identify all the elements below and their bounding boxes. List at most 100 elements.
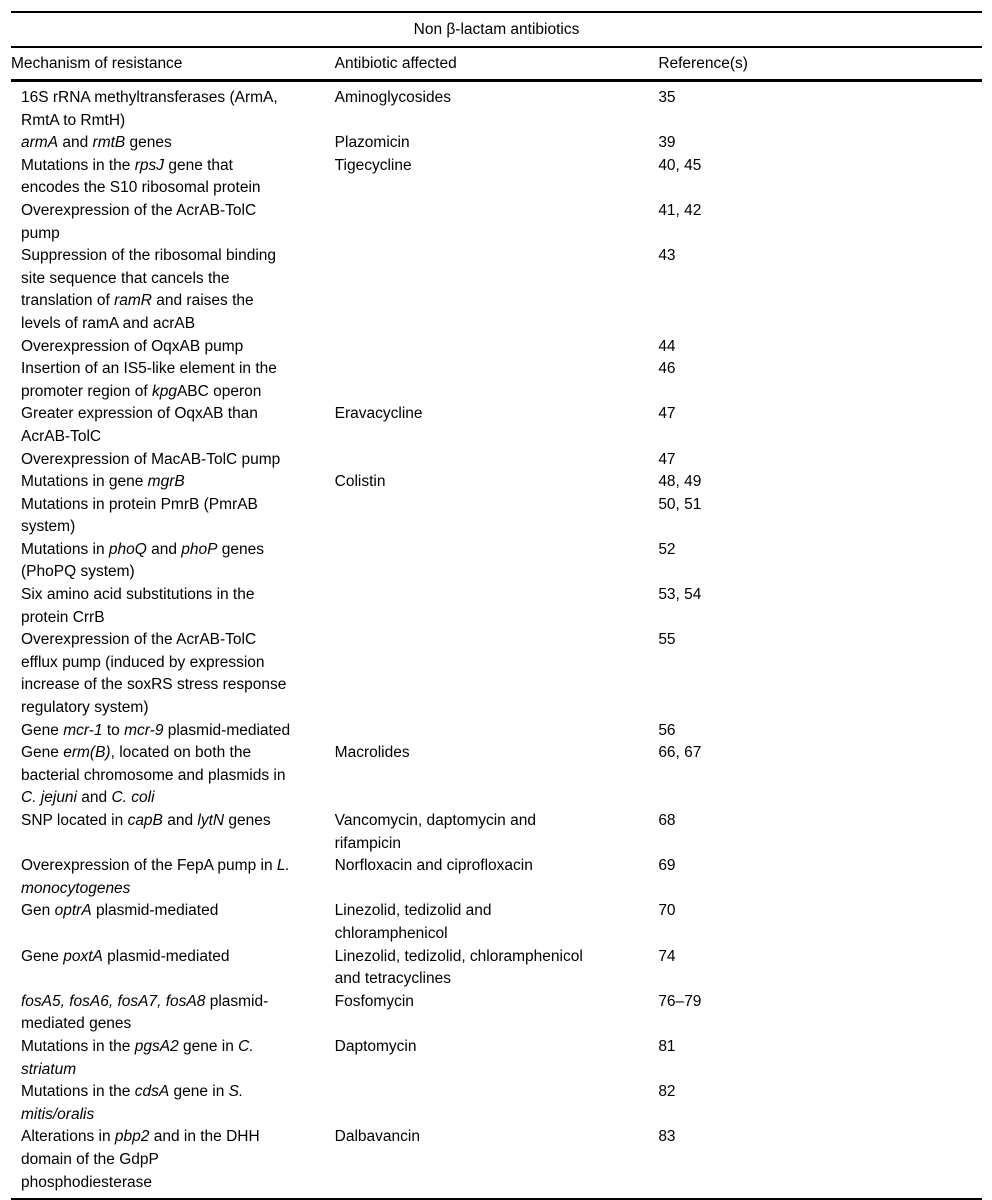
antibiotic-cell: Norfloxacin and ciprofloxacin	[334, 857, 533, 875]
gene-name-italic: erm(B)	[63, 744, 111, 762]
reference-cell: 76–79	[658, 992, 702, 1010]
mechanism-text: plasmid-mediated	[91, 902, 219, 920]
reference-cell: 50, 51	[658, 495, 702, 513]
antibiotic-cell: Linezolid, tedizolid, chloramphenicol an…	[334, 947, 583, 988]
table-row: Insertion of an IS5-like element in the …	[11, 358, 982, 403]
gene-name-italic: rpsJ	[134, 156, 165, 174]
gene-name-italic: pbp2	[114, 1128, 150, 1146]
mechanism-cell: Mutations in gene mgrB	[11, 471, 335, 494]
reference-cell: 66, 67	[658, 744, 702, 762]
table-row: Overexpression of the AcrAB-TolC efflux …	[11, 629, 982, 719]
mechanism-cell: SNP located in capB and lytN genes	[11, 810, 335, 855]
mechanism-text: Insertion of an IS5-like element in the …	[21, 360, 277, 400]
mechanism-text: Greater expression of OqxAB than AcrAB-T…	[21, 405, 258, 445]
antibiotic-cell: Fosfomycin	[334, 992, 414, 1010]
antibiotic-cell	[335, 449, 659, 472]
reference-cell: 44	[658, 337, 676, 355]
antibiotic-resistance-table: Non β-lactam antibiotics Mechanism of re…	[11, 11, 982, 1200]
antibiotic-cell	[335, 336, 659, 359]
mechanism-text: genes	[125, 134, 172, 152]
mechanism-cell: Insertion of an IS5-like element in the …	[11, 358, 335, 403]
reference-cell: 69	[658, 857, 676, 875]
antibiotic-cell	[335, 584, 659, 629]
table-row: Gene poxtA plasmid-mediated Linezolid, te…	[11, 946, 982, 991]
table-row: Six amino acid substitutions in the prot…	[11, 584, 982, 629]
table-row: Gen optrA plasmid-mediated Linezolid, ted…	[11, 900, 982, 945]
mechanism-cell: 16S rRNA methyltransferases (ArmA, RmtA …	[11, 81, 335, 133]
table-row: Gene erm(B), located on both the bacteri…	[11, 742, 982, 810]
reference-cell: 41, 42	[658, 201, 702, 219]
mechanism-text: and	[58, 134, 93, 152]
mechanism-cell: Overexpression of MacAB-TolC pump	[11, 449, 335, 472]
table-row: SNP located in capB and lytN genes Vancom…	[11, 810, 982, 855]
mechanism-text: gene in	[178, 1037, 239, 1055]
antibiotic-cell	[335, 720, 659, 743]
mechanism-text: Gene	[21, 947, 64, 965]
antibiotic-cell: Aminoglycosides	[334, 89, 451, 106]
gene-name-italic: capB	[127, 812, 163, 829]
table-row: Mutations in protein PmrB (PmrAB system)…	[11, 494, 982, 539]
gene-name-italic: mcr-9	[124, 721, 164, 739]
mechanism-text: 16S rRNA methyltransferases (ArmA, RmtA …	[21, 89, 278, 129]
table-row: fosA5, fosA6, fosA7, fosA8 plasmid-media…	[11, 991, 982, 1036]
antibiotic-cell	[335, 629, 659, 719]
mechanism-text: to	[102, 721, 125, 739]
table-head: Non β-lactam antibiotics Mechanism of re…	[11, 11, 982, 82]
table-row: armA and rmtB genes Plazomicin 39	[11, 132, 982, 155]
mechanism-cell: Suppression of the ribosomal binding sit…	[11, 245, 335, 335]
table-body: 16S rRNA methyltransferases (ArmA, RmtA …	[11, 81, 982, 1200]
gene-name-italic: ramR	[114, 292, 152, 310]
mechanism-text: and	[146, 540, 182, 558]
mechanism-text: Six amino acid substitutions in the prot…	[21, 586, 255, 626]
table-row: Overexpression of OqxAB pump 44	[11, 336, 982, 359]
table-row: Alterations in pbp2 and in the DHH domai…	[11, 1126, 982, 1199]
gene-name-italic: poxtA	[63, 947, 103, 965]
mechanism-cell: Gene erm(B), located on both the bacteri…	[11, 742, 335, 810]
gene-name-italic: phoQ	[108, 540, 147, 558]
mechanism-cell: Gene poxtA plasmid-mediated	[11, 946, 335, 991]
mechanism-text: Mutations in the	[21, 156, 135, 174]
antibiotic-cell: Linezolid, tedizolid and chloramphenicol	[334, 902, 492, 942]
table-row: 16S rRNA methyltransferases (ArmA, RmtA …	[11, 81, 982, 133]
reference-cell: 52	[658, 540, 676, 558]
table-row: Overexpression of the FepA pump in L. mo…	[11, 855, 982, 900]
mechanism-text: gene that encodes the S10 ribosomal prot…	[21, 156, 261, 197]
reference-cell: 47	[658, 405, 676, 423]
mechanism-cell: Greater expression of OqxAB than AcrAB-T…	[11, 403, 335, 448]
antibiotic-cell	[335, 358, 659, 403]
mechanism-text: Overexpression of MacAB-TolC pump	[21, 450, 281, 468]
antibiotic-cell: Vancomycin, daptomycin and rifampicin	[334, 812, 536, 852]
gene-name-italic: pgsA2	[134, 1037, 179, 1055]
mechanism-cell: Overexpression of OqxAB pump	[11, 336, 335, 359]
mechanism-cell: Six amino acid substitutions in the prot…	[11, 584, 335, 629]
gene-name-italic: lytN	[197, 812, 225, 829]
mechanism-text: and	[77, 789, 112, 807]
table-row: Greater expression of OqxAB than AcrAB-T…	[11, 403, 982, 448]
antibiotic-cell: Dalbavancin	[334, 1128, 420, 1146]
mechanism-text: Gene	[21, 744, 64, 762]
table-row: Mutations in gene mgrB Colistin 48, 49	[11, 471, 982, 494]
reference-cell: 82	[658, 1083, 676, 1101]
gene-name-italic: optrA	[54, 902, 92, 920]
antibiotic-cell	[335, 1081, 659, 1126]
mechanism-text: Mutations in	[21, 540, 109, 558]
mechanism-text: plasmid-mediated	[163, 721, 291, 739]
antibiotic-cell	[335, 200, 659, 245]
table-row: Mutations in the cdsA gene in S. mitis/o…	[11, 1081, 982, 1126]
column-header-references: Reference(s)	[658, 47, 982, 82]
mechanism-text: ABC operon	[176, 382, 262, 400]
mechanism-text: Mutations in the	[21, 1083, 135, 1101]
mechanism-text: Suppression of the ribosomal binding sit…	[21, 247, 277, 310]
mechanism-text: Gen	[21, 902, 55, 920]
reference-cell: 56	[658, 721, 676, 739]
gene-name-italic: rmtB	[92, 134, 126, 152]
gene-name-italic: phoP	[181, 540, 218, 558]
mechanism-text: genes	[224, 812, 271, 829]
mechanism-cell: Gene mcr-1 to mcr-9 plasmid-mediated	[11, 720, 335, 743]
mechanism-text: and	[162, 812, 198, 829]
reference-cell: 53, 54	[658, 586, 702, 604]
reference-cell: 55	[658, 631, 676, 649]
reference-cell: 74	[658, 947, 676, 965]
mechanism-cell: Overexpression of the FepA pump in L. mo…	[11, 855, 335, 900]
reference-cell: 35	[658, 89, 676, 106]
